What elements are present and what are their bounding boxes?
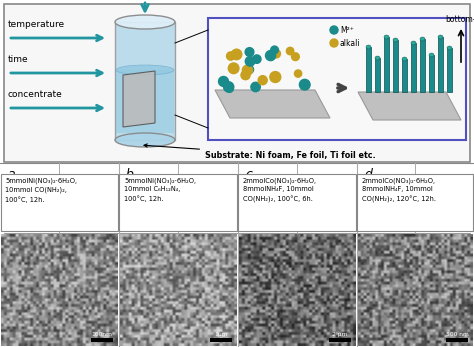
FancyBboxPatch shape bbox=[0, 174, 118, 230]
Text: 2 μm: 2 μm bbox=[332, 332, 348, 337]
FancyBboxPatch shape bbox=[119, 174, 237, 230]
Circle shape bbox=[300, 79, 310, 90]
Ellipse shape bbox=[115, 133, 175, 147]
Text: temperature: temperature bbox=[8, 20, 65, 29]
Text: 2mmolCo(NO₃)₂·6H₂O,
8mmolNH₄F, 10mmol
CO(NH₂)₂, 100°C, 6h.: 2mmolCo(NO₃)₂·6H₂O, 8mmolNH₄F, 10mmol CO… bbox=[243, 177, 317, 203]
Ellipse shape bbox=[115, 15, 175, 29]
Bar bbox=[1, 234, 118, 346]
Circle shape bbox=[330, 26, 338, 34]
Bar bbox=[447, 48, 452, 92]
Bar bbox=[429, 55, 434, 92]
Polygon shape bbox=[123, 71, 155, 127]
Text: b: b bbox=[126, 168, 134, 181]
Ellipse shape bbox=[402, 57, 407, 61]
Text: time: time bbox=[8, 55, 28, 64]
Bar bbox=[420, 39, 425, 92]
Bar bbox=[375, 58, 380, 92]
Text: a: a bbox=[7, 168, 15, 181]
Ellipse shape bbox=[116, 65, 174, 75]
Text: 500 nm: 500 nm bbox=[446, 332, 468, 337]
Polygon shape bbox=[215, 90, 330, 118]
Bar bbox=[411, 43, 416, 92]
Bar bbox=[384, 37, 389, 92]
Circle shape bbox=[292, 53, 299, 61]
Bar bbox=[120, 234, 237, 346]
Ellipse shape bbox=[375, 56, 380, 60]
Text: d: d bbox=[364, 168, 372, 181]
Circle shape bbox=[226, 85, 233, 92]
Circle shape bbox=[294, 70, 302, 77]
FancyBboxPatch shape bbox=[238, 174, 356, 230]
Bar bbox=[115, 22, 175, 140]
Ellipse shape bbox=[384, 35, 389, 39]
FancyBboxPatch shape bbox=[357, 174, 474, 230]
Circle shape bbox=[272, 50, 281, 58]
FancyBboxPatch shape bbox=[4, 4, 470, 162]
Text: concentrate: concentrate bbox=[8, 90, 63, 99]
Circle shape bbox=[246, 66, 254, 74]
Bar bbox=[402, 59, 407, 92]
Bar bbox=[116, 70, 174, 133]
Circle shape bbox=[241, 71, 250, 80]
Circle shape bbox=[231, 49, 242, 60]
Circle shape bbox=[271, 46, 278, 54]
Text: 5mmolNi(NO₃)₂·6H₂O,
10mmol C₆H₁₂N₄,
100°C, 12h.: 5mmolNi(NO₃)₂·6H₂O, 10mmol C₆H₁₂N₄, 100°… bbox=[124, 177, 196, 202]
Text: bottom-up: bottom-up bbox=[445, 15, 474, 24]
Circle shape bbox=[219, 76, 228, 86]
Bar bbox=[329, 338, 351, 341]
Text: M²⁺: M²⁺ bbox=[340, 25, 354, 34]
Text: 100nm: 100nm bbox=[91, 332, 112, 337]
Bar bbox=[393, 40, 398, 92]
Bar bbox=[446, 338, 468, 341]
Ellipse shape bbox=[393, 38, 398, 42]
Circle shape bbox=[253, 55, 261, 64]
Ellipse shape bbox=[411, 41, 416, 45]
Circle shape bbox=[330, 39, 338, 47]
Text: 1μm: 1μm bbox=[214, 332, 228, 337]
Circle shape bbox=[242, 65, 253, 75]
Ellipse shape bbox=[429, 53, 434, 57]
Circle shape bbox=[270, 71, 281, 83]
Circle shape bbox=[286, 47, 294, 55]
Text: 5mmolNi(NO₃)₂·6H₂O,
10mmol CO(NH₂)₂,
100°C, 12h.: 5mmolNi(NO₃)₂·6H₂O, 10mmol CO(NH₂)₂, 100… bbox=[5, 177, 77, 203]
Ellipse shape bbox=[420, 37, 425, 41]
Ellipse shape bbox=[447, 46, 452, 50]
Bar bbox=[239, 234, 356, 346]
Circle shape bbox=[258, 76, 267, 85]
Circle shape bbox=[251, 82, 260, 92]
Circle shape bbox=[245, 48, 254, 56]
Ellipse shape bbox=[366, 45, 371, 49]
Text: 2mmolCo(NO₃)₂·6H₂O,
8mmolNH₄F, 10mmol
CO(NH₂)₂, 120°C, 12h.: 2mmolCo(NO₃)₂·6H₂O, 8mmolNH₄F, 10mmol CO… bbox=[362, 177, 436, 203]
Polygon shape bbox=[358, 92, 461, 120]
Bar bbox=[366, 47, 371, 92]
Bar bbox=[358, 234, 473, 346]
FancyBboxPatch shape bbox=[208, 18, 466, 140]
Text: Substrate: Ni foam, Fe foil, Ti foil etc.: Substrate: Ni foam, Fe foil, Ti foil etc… bbox=[144, 144, 375, 160]
Bar bbox=[91, 338, 113, 341]
Circle shape bbox=[265, 51, 275, 61]
Circle shape bbox=[227, 52, 235, 60]
Ellipse shape bbox=[438, 35, 443, 39]
Text: alkali: alkali bbox=[340, 39, 361, 48]
Bar bbox=[438, 37, 443, 92]
Bar bbox=[210, 338, 232, 341]
Text: c: c bbox=[245, 168, 252, 181]
Circle shape bbox=[224, 82, 234, 92]
Circle shape bbox=[245, 57, 255, 66]
Circle shape bbox=[228, 63, 239, 74]
